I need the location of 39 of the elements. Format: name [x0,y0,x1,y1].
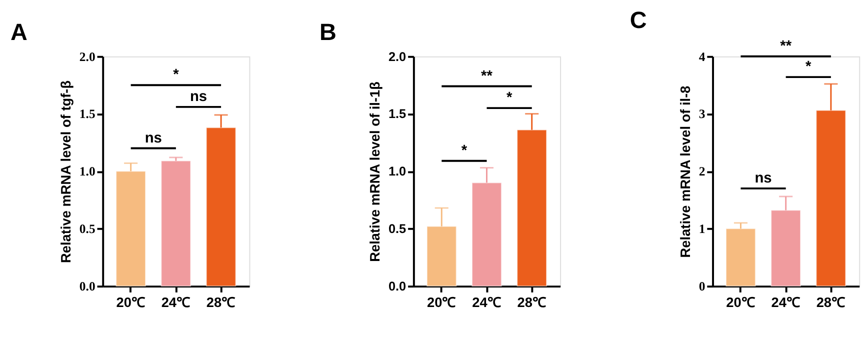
y-axis-title: Relative mRNA level of il-8 [678,85,694,258]
y-tick-label: 0.5 [79,222,96,236]
annotation: ns [190,89,208,106]
y-tick-label: 0 [698,279,706,294]
annotation: * [173,67,180,84]
x-tick-label: 28℃ [206,295,236,310]
x-tick-label: 28℃ [816,295,846,310]
annotation: * [461,143,468,160]
x-tick-label: 24℃ [472,295,502,310]
y-tick-label: 0.0 [388,279,406,294]
x-tick-label: 20℃ [427,295,456,310]
annotation: ** [481,68,493,84]
x-tick-label: 28℃ [517,295,546,310]
chart-title: B [320,18,336,45]
y-tick-label: 0.0 [79,279,96,294]
annotation: ns [144,130,162,146]
x-tick-label: 24℃ [161,295,191,310]
y-tick-label: 1.0 [79,164,96,179]
y-tick-label: 1.5 [388,107,406,122]
y-tick-label: 4 [698,50,706,64]
y-tick-label: 0.5 [388,222,406,236]
text: ** [780,38,792,55]
y-tick-label: 2.0 [79,50,96,64]
y-tick-label: 1.0 [388,164,406,179]
x-tick-label: 20℃ [726,295,756,310]
y-tick-label: 3 [698,107,706,122]
y-tick-label: 2 [698,164,706,179]
x-tick-label: 20℃ [116,295,146,310]
y-tick-label: 2.0 [388,50,406,64]
chart-title: C [630,7,647,34]
y-tick-label: 1 [698,222,706,236]
x-tick-label: 24℃ [771,295,800,310]
y-axis-title: Relative mRNA level of il-1β [368,82,383,262]
chart-title: A [10,18,28,45]
annotation: * [806,59,812,76]
annotation: ns [754,170,772,187]
y-tick-label: 1.5 [79,107,96,122]
y-axis-title: Relative mRNA level of tgf-β [58,80,74,264]
annotation: * [506,90,512,106]
